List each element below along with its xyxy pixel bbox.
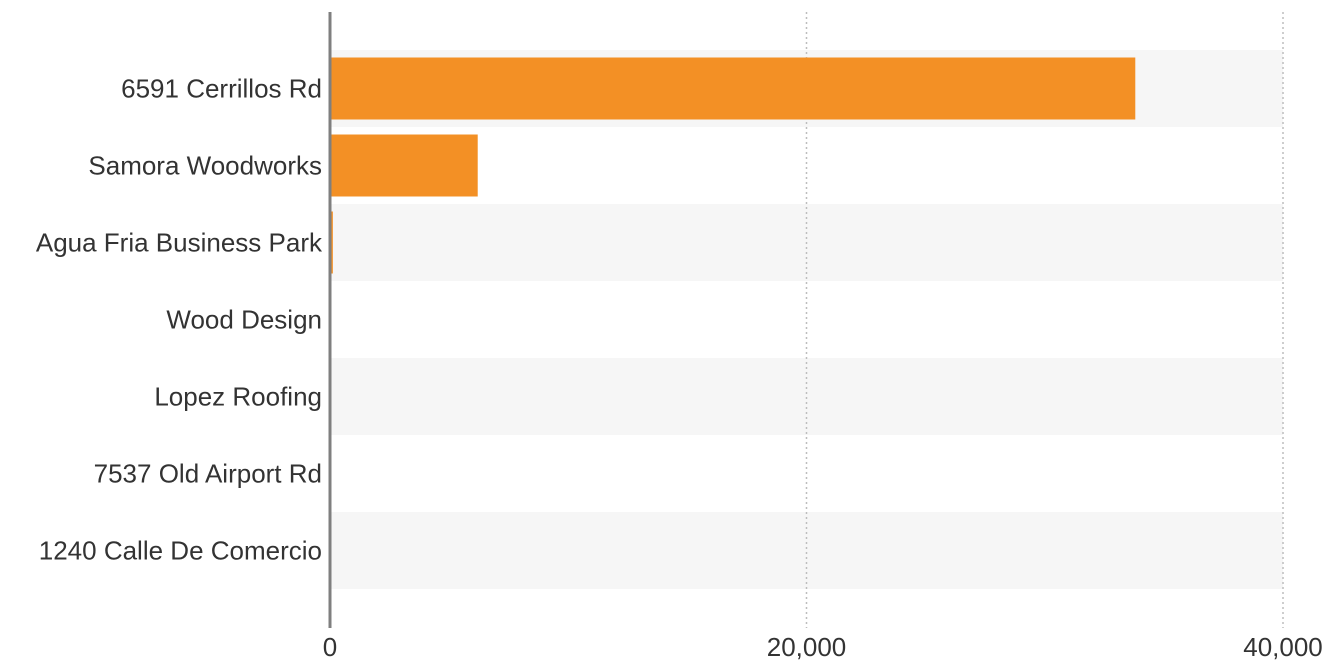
category-label: Lopez Roofing [154,382,322,412]
x-tick-labels: 0 20,000 40,000 [323,632,1323,662]
category-label: Agua Fria Business Park [36,228,323,258]
x-tick-label: 20,000 [767,632,847,662]
x-tick-label: 40,000 [1243,632,1323,662]
category-label: 1240 Calle De Comercio [39,536,322,566]
bars [330,57,1136,274]
x-tick-label: 0 [323,632,337,662]
bar [330,57,1136,120]
category-labels: 6591 Cerrillos Rd Samora Woodworks Agua Fr… [36,74,323,566]
bar [330,134,478,197]
category-label: 7537 Old Airport Rd [94,459,322,489]
category-label: 6591 Cerrillos Rd [121,74,322,104]
row-band [330,512,1283,589]
category-label: Wood Design [166,305,322,335]
category-label: Samora Woodworks [88,151,322,181]
